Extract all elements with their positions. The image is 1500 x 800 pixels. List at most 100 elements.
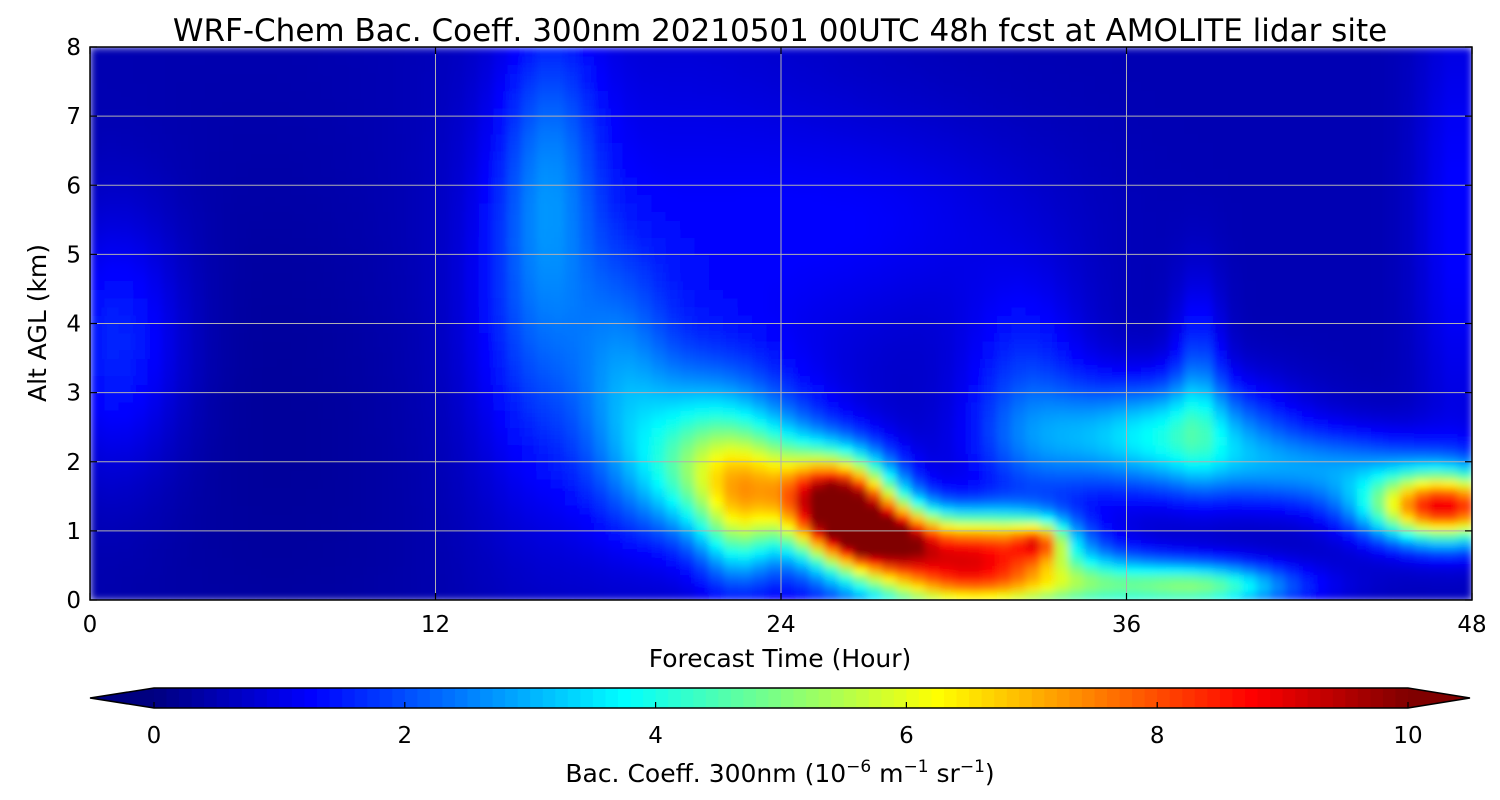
heatmap-cell bbox=[435, 392, 451, 403]
heatmap-cell bbox=[982, 530, 998, 541]
heatmap-cell bbox=[219, 444, 235, 455]
heatmap-cell bbox=[305, 409, 322, 420]
heatmap-cell bbox=[493, 81, 509, 92]
heatmap-cell bbox=[1155, 565, 1171, 575]
heatmap-cell bbox=[190, 185, 207, 195]
heatmap-cell bbox=[824, 409, 840, 420]
heatmap-cell bbox=[248, 288, 264, 299]
heatmap-cell bbox=[161, 72, 178, 83]
heatmap-cell bbox=[593, 245, 610, 256]
heatmap-cell bbox=[161, 392, 178, 403]
heatmap-cell bbox=[593, 513, 610, 524]
heatmap-cell bbox=[665, 228, 682, 238]
heatmap-cell bbox=[939, 288, 955, 299]
heatmap-cell bbox=[147, 64, 163, 74]
heatmap-cell bbox=[982, 142, 998, 152]
heatmap-cell bbox=[996, 254, 1013, 264]
heatmap-cell bbox=[1155, 504, 1171, 515]
heatmap-cell bbox=[493, 444, 509, 455]
heatmap-cell bbox=[852, 409, 869, 420]
heatmap-cell bbox=[709, 133, 725, 143]
heatmap-cell bbox=[536, 98, 552, 109]
heatmap-cell bbox=[1068, 470, 1085, 480]
heatmap-cell bbox=[118, 556, 135, 567]
heatmap-cell bbox=[867, 81, 883, 92]
heatmap-cell bbox=[305, 202, 322, 213]
heatmap-cell bbox=[349, 142, 365, 152]
heatmap-cell bbox=[852, 167, 869, 178]
heatmap-cell bbox=[1054, 383, 1070, 394]
heatmap-cell bbox=[363, 453, 379, 463]
heatmap-cell bbox=[1054, 565, 1070, 575]
heatmap-cell bbox=[795, 159, 811, 169]
heatmap-cell bbox=[565, 358, 581, 368]
heatmap-cell bbox=[406, 263, 423, 273]
heatmap-cell bbox=[838, 176, 854, 187]
heatmap-cell bbox=[233, 504, 250, 515]
heatmap-cell bbox=[349, 401, 365, 411]
heatmap-cell bbox=[406, 358, 423, 368]
heatmap-cell bbox=[852, 349, 869, 359]
heatmap-cell bbox=[1169, 530, 1185, 541]
heatmap-cell bbox=[939, 461, 955, 472]
heatmap-cell bbox=[709, 427, 725, 437]
heatmap-cell bbox=[478, 565, 494, 575]
heatmap-cell bbox=[795, 366, 811, 377]
heatmap-cell bbox=[1169, 522, 1185, 532]
heatmap-cell bbox=[809, 366, 826, 377]
heatmap-cell bbox=[478, 418, 494, 429]
heatmap-cell bbox=[363, 435, 379, 446]
heatmap-cell bbox=[1068, 133, 1085, 143]
heatmap-cell bbox=[881, 306, 898, 316]
heatmap-cell bbox=[1184, 332, 1200, 342]
heatmap-cell bbox=[493, 582, 509, 593]
heatmap-cell bbox=[449, 167, 466, 178]
heatmap-cell bbox=[176, 228, 192, 238]
heatmap-cell bbox=[233, 90, 250, 100]
heatmap-cell bbox=[1025, 358, 1042, 368]
heatmap-cell bbox=[1155, 72, 1171, 83]
heatmap-cell bbox=[233, 72, 250, 83]
heatmap-cell bbox=[1198, 444, 1214, 455]
heatmap-cell bbox=[953, 530, 970, 541]
heatmap-cell bbox=[1097, 392, 1114, 403]
heatmap-cell bbox=[968, 461, 984, 472]
heatmap-cell bbox=[507, 323, 523, 334]
heatmap-cell bbox=[795, 185, 811, 195]
heatmap-cell bbox=[939, 124, 955, 135]
heatmap-cell bbox=[1083, 81, 1099, 92]
heatmap-cell bbox=[233, 444, 250, 455]
heatmap-cell bbox=[147, 582, 163, 593]
heatmap-cell bbox=[795, 72, 811, 83]
heatmap-cell bbox=[449, 211, 466, 221]
heatmap-cell bbox=[852, 55, 869, 66]
heatmap-cell bbox=[1184, 219, 1200, 230]
heatmap-cell bbox=[435, 98, 451, 109]
heatmap-cell bbox=[781, 470, 797, 480]
heatmap-cell bbox=[881, 496, 898, 506]
heatmap-cell bbox=[550, 513, 566, 524]
heatmap-cell bbox=[665, 444, 682, 455]
heatmap-cell bbox=[1040, 314, 1056, 325]
heatmap-cell bbox=[334, 401, 351, 411]
heatmap-cell bbox=[709, 383, 725, 394]
heatmap-cell bbox=[248, 176, 264, 187]
heatmap-cell bbox=[291, 574, 307, 584]
heatmap-cell bbox=[1184, 340, 1200, 351]
heatmap-cell bbox=[752, 565, 768, 575]
heatmap-cell bbox=[881, 133, 898, 143]
heatmap-cell bbox=[565, 72, 581, 83]
heatmap-cell bbox=[90, 409, 106, 420]
heatmap-cell bbox=[896, 288, 912, 299]
heatmap-cell bbox=[953, 47, 970, 57]
heatmap-cell bbox=[910, 530, 926, 541]
heatmap-cell bbox=[1140, 349, 1157, 359]
heatmap-cell bbox=[464, 556, 480, 567]
heatmap-cell bbox=[190, 159, 207, 169]
heatmap-cell bbox=[1198, 392, 1214, 403]
heatmap-cell bbox=[593, 591, 610, 600]
heatmap-cell bbox=[248, 271, 264, 282]
heatmap-cell bbox=[593, 98, 610, 109]
heatmap-cell bbox=[723, 539, 739, 550]
heatmap-cell bbox=[809, 288, 826, 299]
